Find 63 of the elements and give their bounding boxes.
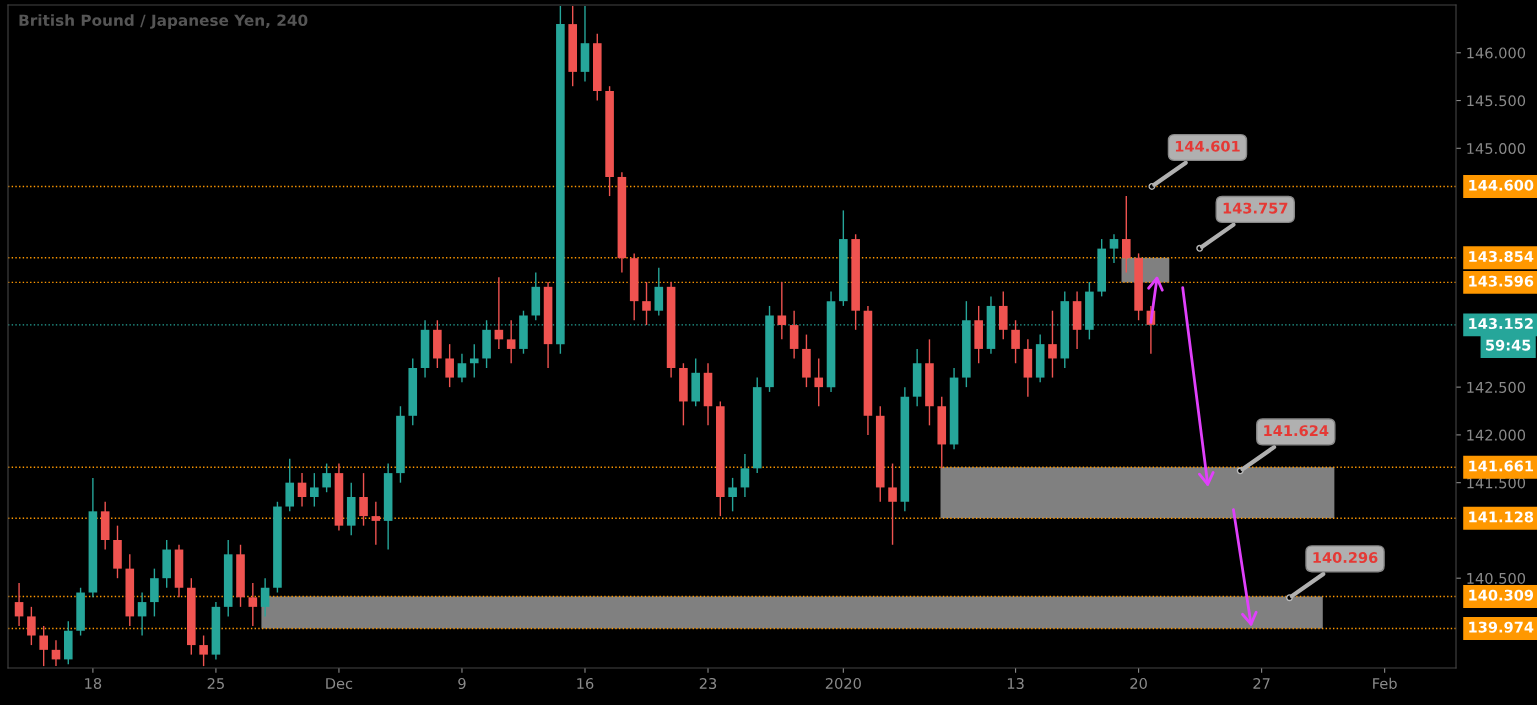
candlestick — [297, 472, 307, 508]
ref-line-label: 144.600 — [1469, 179, 1534, 191]
y-tick-label: 140.500 — [1467, 572, 1526, 584]
ref-line-label: 140.309 — [1469, 589, 1534, 601]
annotation: 141.624 — [1264, 425, 1329, 437]
ref-line-label: 141.661 — [1469, 460, 1533, 472]
candlestick — [260, 577, 270, 618]
candlestick — [740, 453, 750, 498]
candlestick — [285, 458, 295, 513]
candlestick — [371, 501, 381, 546]
x-tick-label: 18 — [85, 677, 102, 690]
candlestick — [642, 281, 651, 326]
candlestick — [457, 353, 467, 384]
candlestick — [654, 267, 664, 317]
y-tick-label: 142.000 — [1467, 429, 1526, 441]
candlestick — [1011, 319, 1020, 364]
x-tick-label: 23 — [699, 677, 717, 690]
candlestick — [814, 357, 824, 407]
x-tick-label: 13 — [1007, 677, 1024, 690]
x-tick-label: 16 — [577, 677, 594, 690]
x-tick-label: Dec — [326, 678, 353, 690]
y-tick-label: 145.500 — [1467, 95, 1526, 107]
candlestick — [506, 319, 516, 364]
candlestick — [888, 462, 897, 546]
ref-line-label: 143.596 — [1469, 275, 1534, 287]
annotation: 143.757 — [1223, 202, 1288, 214]
candlestick — [1121, 195, 1131, 274]
ref-line-label: 143.152 — [1469, 318, 1533, 330]
x-tick-label: 25 — [207, 677, 224, 690]
x-tick-label: 20 — [1130, 677, 1147, 690]
ref-line-label: 143.854 — [1469, 250, 1534, 263]
x-tick-label: 27 — [1253, 677, 1270, 689]
candlestick — [728, 477, 737, 513]
candlestick — [14, 582, 24, 627]
candlestick — [469, 343, 479, 379]
x-tick-label: 2020 — [825, 677, 861, 690]
candlestick — [359, 472, 368, 527]
candlestick — [789, 310, 799, 360]
annotation: 140.296 — [1313, 552, 1378, 564]
candlestick — [777, 281, 787, 341]
x-tick-label: 9 — [458, 677, 466, 690]
y-tick-label: 146.000 — [1467, 47, 1526, 59]
ref-line-label: 139.974 — [1469, 621, 1534, 633]
x-tick-label: Feb — [1373, 677, 1397, 690]
candlestick — [1048, 310, 1057, 379]
y-tick-label: 142.500 — [1467, 381, 1526, 393]
text: British Pound / Japanese Yen, 240 — [19, 14, 308, 29]
candlestick — [39, 625, 48, 667]
candlestick — [445, 343, 454, 388]
candlestick — [137, 591, 147, 637]
text: 59:45 — [1486, 339, 1531, 351]
candlestick — [150, 567, 159, 618]
annotation: 144.601 — [1175, 140, 1240, 152]
y-tick-label: 141.500 — [1467, 477, 1526, 489]
candlestick — [199, 634, 208, 667]
candlestick — [248, 582, 258, 627]
ref-line-label: 141.128 — [1469, 511, 1534, 523]
candlestick — [322, 462, 331, 493]
candlestick — [310, 472, 319, 508]
candlestick — [998, 290, 1008, 341]
candlestick — [1109, 233, 1119, 264]
candlestick — [27, 606, 36, 646]
y-tick-label: 145.000 — [1467, 143, 1526, 155]
